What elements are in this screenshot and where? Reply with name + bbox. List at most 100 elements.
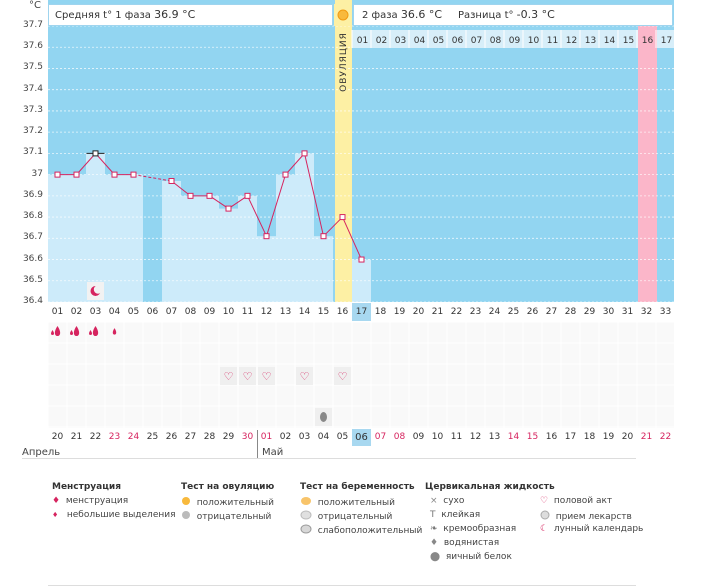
cycle-day-number[interactable]: 14	[298, 307, 311, 317]
temperature-point	[358, 256, 365, 263]
cycle-day-number[interactable]: 28	[564, 307, 577, 317]
legend-intercourse: ♡ половой акт	[540, 496, 613, 506]
cycle-day-number[interactable]: 06	[146, 307, 159, 317]
cycle-day-number[interactable]: 24	[488, 307, 501, 317]
cycle-day-number[interactable]: 32	[640, 307, 653, 317]
calendar-date[interactable]: 07	[374, 432, 387, 442]
heart-cell	[239, 367, 256, 385]
calendar-date[interactable]: 17	[564, 432, 577, 442]
calendar-date[interactable]: 13	[488, 432, 501, 442]
calendar-date[interactable]: 21	[640, 432, 653, 442]
legend-bottom-border	[48, 585, 636, 586]
cycle-day-number[interactable]: 33	[659, 307, 672, 317]
phase2-day-number: 10	[528, 36, 540, 46]
plot-background	[48, 0, 674, 302]
phase2-day-number: 15	[623, 36, 634, 46]
calendar-date[interactable]: 20	[51, 432, 64, 442]
month-divider	[257, 430, 258, 458]
temperature-bar	[257, 236, 276, 302]
calendar-date[interactable]: 12	[469, 432, 482, 442]
temperature-point	[187, 192, 194, 199]
cycle-day-number[interactable]: 02	[70, 307, 83, 317]
phase2-day-number: 02	[376, 36, 387, 46]
cycle-day-number[interactable]: 07	[165, 307, 178, 317]
legend-pregnancy-test-title: Тест на беременность	[300, 482, 415, 492]
cycle-day-number[interactable]: 25	[507, 307, 520, 317]
calendar-date[interactable]: 18	[583, 432, 596, 442]
temperature-bar	[238, 195, 257, 302]
calendar-date[interactable]: 15	[526, 432, 539, 442]
temperature-point	[54, 171, 61, 178]
calendar-date[interactable]: 30	[241, 432, 254, 442]
calendar-date[interactable]: 22	[89, 432, 102, 442]
phase2-day-number: 14	[604, 36, 616, 46]
cycle-day-number[interactable]: 12	[260, 307, 273, 317]
calendar-date[interactable]: 14	[507, 432, 520, 442]
calendar-date[interactable]: 08	[393, 432, 406, 442]
calendar-date[interactable]: 28	[203, 432, 216, 442]
temperature-chart: 01 02 03 04 05 06 07 08 09 10 11 12 13 14 15 16 17 ОВУЛЯЦ…	[48, 0, 674, 303]
cycle-day-number[interactable]: 08	[184, 307, 197, 317]
cycle-day-number[interactable]: 13	[279, 307, 292, 317]
cycle-day-number[interactable]: 19	[393, 307, 406, 317]
cycle-day-number[interactable]: 15	[317, 307, 330, 317]
calendar-date[interactable]: 21	[70, 432, 83, 442]
calendar-date[interactable]: 16	[545, 432, 558, 442]
cycle-day-number[interactable]: 20	[412, 307, 425, 317]
heart-icon: ♡	[243, 370, 253, 383]
calendar-date[interactable]: 22	[659, 432, 672, 442]
calendar-date[interactable]: 10	[431, 432, 444, 442]
temperature-point	[320, 233, 327, 240]
menstruation-drop-icon	[112, 328, 117, 335]
phase2-day-number: 13	[585, 36, 596, 46]
cycle-day-number[interactable]: 18	[374, 307, 387, 317]
calendar-date[interactable]: 02	[279, 432, 292, 442]
cycle-day-number[interactable]: 22	[450, 307, 463, 317]
calendar-date[interactable]: 09	[412, 432, 425, 442]
calendar-date[interactable]: 06	[352, 429, 371, 446]
calendar-date[interactable]: 26	[165, 432, 178, 442]
cycle-day-number[interactable]: 17	[352, 303, 371, 321]
menstruation-drop-icon	[89, 330, 92, 335]
phase1-label: Средняя t° 1 фаза	[55, 10, 151, 21]
cycle-day-number[interactable]: 29	[583, 307, 596, 317]
temperature-point	[225, 205, 232, 212]
moon-icon-cut	[93, 285, 103, 294]
cycle-day-number[interactable]: 05	[127, 307, 140, 317]
cycle-day-number[interactable]: 27	[545, 307, 558, 317]
calendar-date[interactable]: 25	[146, 432, 159, 442]
calendar-date[interactable]: 27	[184, 432, 197, 442]
calendar-date[interactable]: 20	[621, 432, 634, 442]
calendar-date[interactable]: 19	[602, 432, 615, 442]
calendar-date[interactable]: 11	[450, 432, 463, 442]
cycle-day-number[interactable]: 04	[108, 307, 121, 317]
cycle-day-number[interactable]: 21	[431, 307, 444, 317]
temperature-line-segment	[228, 195, 248, 209]
legend-cervical-eggwhite: ⬤ яичный белок	[430, 552, 512, 562]
calendar-date[interactable]: 01	[260, 432, 273, 442]
temperature-line-segment	[342, 216, 362, 260]
calendar-date[interactable]: 04	[317, 432, 330, 442]
calendar-date[interactable]: 24	[127, 432, 140, 442]
cycle-day-number[interactable]: 23	[469, 307, 482, 317]
cycle-day-number[interactable]: 26	[526, 307, 539, 317]
menstruation-drop-icon	[70, 330, 73, 335]
cycle-day-number[interactable]: 30	[602, 307, 615, 317]
calendar-date[interactable]: 23	[108, 432, 121, 442]
cycle-day-number[interactable]: 09	[203, 307, 216, 317]
y-tick-label: 36.9	[22, 189, 43, 200]
pregtest-negative-icon	[300, 510, 312, 520]
legend-cervical-sticky: T клейкая	[430, 510, 481, 520]
calendar-date[interactable]: 03	[298, 432, 311, 442]
heart-icon: ♡	[262, 370, 272, 383]
y-tick-label: 36.8	[22, 211, 43, 222]
cycle-day-number[interactable]: 01	[51, 307, 64, 317]
cycle-day-number[interactable]: 11	[241, 307, 254, 317]
phase2-value: 36.6 °C	[400, 8, 443, 21]
cycle-day-number[interactable]: 31	[621, 307, 634, 317]
calendar-date[interactable]: 05	[336, 432, 349, 442]
cycle-day-number[interactable]: 10	[222, 307, 235, 317]
calendar-date[interactable]: 29	[222, 432, 235, 442]
cycle-day-number[interactable]: 16	[336, 307, 349, 317]
cycle-day-number[interactable]: 03	[89, 307, 102, 317]
